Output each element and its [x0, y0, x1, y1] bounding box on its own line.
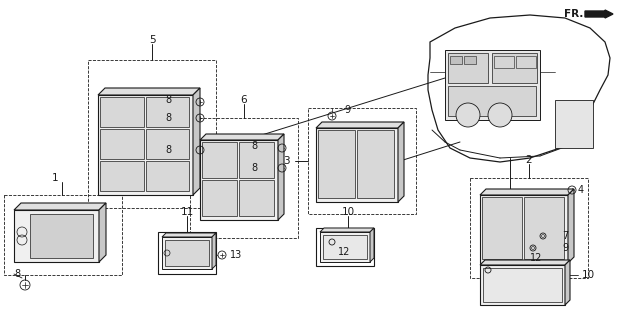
Text: 9: 9 [344, 105, 350, 115]
Text: 12: 12 [530, 253, 542, 263]
Text: 12: 12 [338, 247, 350, 257]
Bar [448, 53, 488, 83]
Bar [445, 50, 540, 120]
Circle shape [456, 103, 480, 127]
Text: 8: 8 [252, 163, 258, 173]
Text: 7: 7 [562, 231, 568, 241]
Bar [320, 232, 370, 262]
Polygon shape [14, 203, 106, 210]
Text: FR.: FR. [564, 9, 583, 19]
Bar [158, 232, 216, 274]
Bar [202, 142, 237, 178]
Text: 2: 2 [525, 155, 532, 165]
Bar [239, 180, 274, 216]
Circle shape [488, 103, 512, 127]
Bar [323, 235, 367, 259]
Text: 8: 8 [166, 113, 172, 123]
Polygon shape [398, 122, 404, 202]
Polygon shape [193, 88, 200, 195]
Polygon shape [480, 189, 574, 195]
Bar [480, 195, 568, 263]
Bar [88, 60, 216, 208]
Text: 10: 10 [582, 270, 595, 280]
Polygon shape [565, 260, 570, 305]
Bar [162, 237, 212, 269]
Bar [30, 214, 93, 258]
Bar [464, 56, 476, 64]
Bar [316, 228, 374, 266]
Polygon shape [370, 228, 374, 262]
Text: 1: 1 [52, 173, 58, 183]
Bar [308, 108, 416, 214]
FancyArrow shape [585, 10, 613, 18]
Bar [357, 130, 394, 198]
Text: 6: 6 [241, 95, 247, 105]
Text: 8: 8 [252, 141, 258, 151]
Polygon shape [568, 189, 574, 263]
Bar [145, 161, 189, 191]
Bar [200, 140, 278, 220]
Text: 8: 8 [14, 269, 20, 279]
Text: 9: 9 [562, 243, 568, 253]
Bar [483, 268, 562, 302]
Bar [100, 129, 143, 159]
Bar [492, 53, 537, 83]
Bar [100, 97, 143, 127]
Bar [14, 210, 99, 262]
Bar [4, 195, 122, 275]
Bar [318, 130, 355, 198]
Text: 13: 13 [230, 250, 243, 260]
Polygon shape [99, 203, 106, 262]
Bar [480, 265, 565, 305]
Polygon shape [316, 122, 404, 128]
Text: 4: 4 [578, 185, 584, 195]
Bar [145, 129, 189, 159]
Polygon shape [278, 134, 284, 220]
Bar [450, 56, 462, 64]
Polygon shape [480, 260, 570, 265]
Bar [524, 197, 564, 259]
Text: 5: 5 [148, 35, 156, 45]
Bar [202, 180, 237, 216]
Text: 8: 8 [166, 145, 172, 155]
Bar [482, 197, 522, 259]
Text: 8: 8 [166, 95, 172, 105]
Text: 3: 3 [284, 156, 290, 166]
Bar [145, 97, 189, 127]
Polygon shape [320, 228, 374, 232]
Bar [470, 178, 588, 278]
Bar [448, 86, 536, 116]
Bar [316, 128, 398, 202]
Bar [516, 56, 536, 68]
Bar [494, 56, 514, 68]
Bar [555, 100, 593, 148]
Polygon shape [162, 233, 216, 237]
Bar [98, 95, 193, 195]
Bar [100, 161, 143, 191]
Polygon shape [200, 134, 284, 140]
Polygon shape [98, 88, 200, 95]
Bar [239, 142, 274, 178]
Bar [190, 118, 298, 238]
Polygon shape [212, 233, 216, 269]
Bar [165, 240, 209, 266]
Text: 10: 10 [341, 207, 355, 217]
Text: 11: 11 [180, 207, 194, 217]
